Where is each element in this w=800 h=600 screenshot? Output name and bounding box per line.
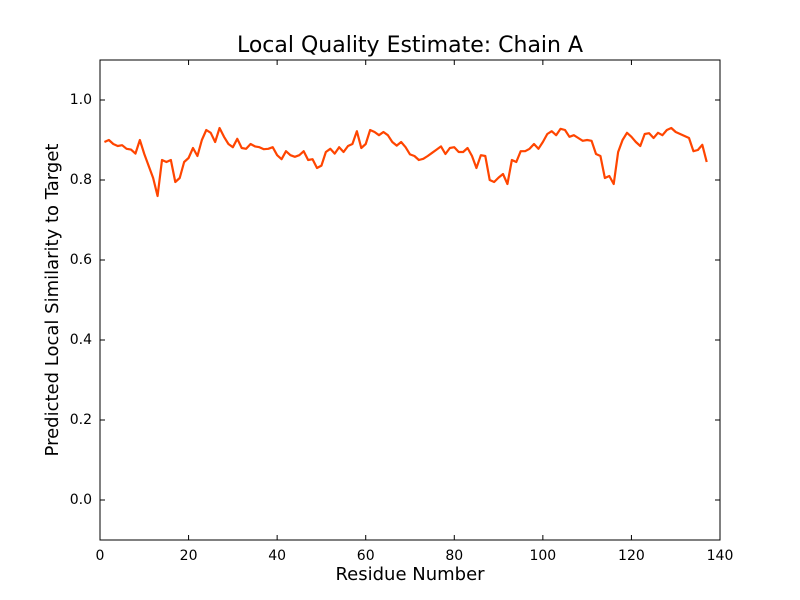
y-tick-label: 0.0 [70,492,92,508]
x-tick-label: 100 [529,548,556,564]
y-tick-label: 0.4 [70,332,92,348]
y-tick-label: 0.2 [70,412,92,428]
x-tick-label: 60 [357,548,375,564]
data-line [103,126,708,198]
y-tick-label: 0.8 [70,172,92,188]
plot-frame [99,59,721,541]
x-tick-label: 0 [96,548,105,564]
chart-title: Local Quality Estimate: Chain A [237,33,583,58]
x-tick-label: 80 [445,548,463,564]
x-tick-label: 40 [268,548,286,564]
x-axis-label: Residue Number [335,564,485,585]
y-tick-label: 1.0 [70,92,92,108]
x-tick-label: 20 [180,548,198,564]
x-tick-label: 140 [707,548,734,564]
x-tick-label: 120 [618,548,645,564]
y-axis-label: Predicted Local Similarity to Target [42,144,63,457]
y-tick-label: 0.6 [70,252,92,268]
